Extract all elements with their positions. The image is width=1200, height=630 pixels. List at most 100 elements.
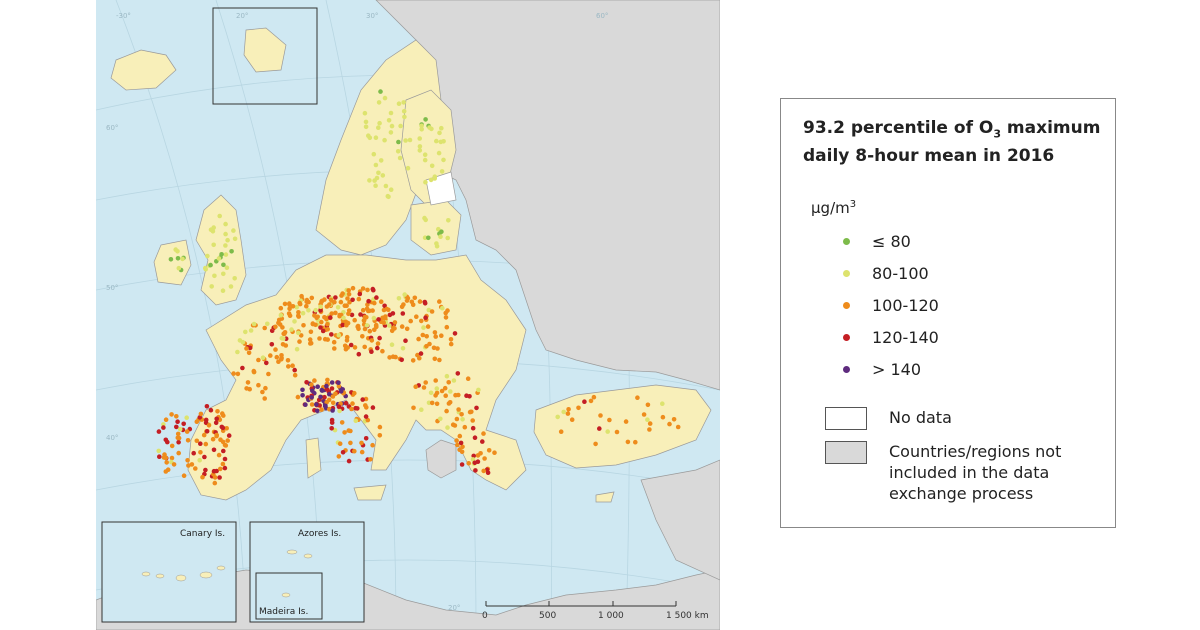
station-dot (202, 454, 207, 460)
station-dot (339, 420, 345, 425)
grid-label: -30° (116, 12, 131, 20)
station-dot (346, 311, 351, 317)
station-dot (191, 450, 196, 456)
sicily (353, 484, 387, 501)
station-dot (217, 475, 222, 480)
station-dot (399, 324, 405, 329)
station-dot (303, 402, 308, 408)
station-dot (396, 296, 402, 301)
station-dot (456, 392, 461, 398)
station-dot (455, 371, 461, 376)
station-dot (431, 345, 437, 351)
station-dot (455, 442, 460, 448)
station-dot (325, 377, 330, 383)
station-dot (213, 420, 219, 426)
azores-inset-label: Azores Is. (298, 529, 341, 539)
station-dot (229, 249, 234, 254)
scale-tick-1000: 1 000 (598, 611, 624, 621)
station-dot (156, 429, 162, 434)
station-dot (286, 364, 291, 369)
station-dot (346, 428, 351, 433)
station-dot (633, 439, 638, 445)
canary-inset-label: Canary Is. (180, 529, 225, 539)
station-dot (427, 341, 432, 347)
station-dot (295, 394, 301, 400)
station-dot (262, 396, 267, 401)
station-dot (256, 357, 261, 363)
station-dot (315, 384, 320, 390)
station-dot (393, 354, 398, 360)
station-dot (329, 380, 335, 385)
station-dot (387, 323, 392, 328)
station-dot (325, 337, 330, 342)
station-dot (208, 227, 214, 232)
station-dot (671, 417, 677, 422)
station-dot (361, 318, 367, 323)
station-dot (225, 438, 230, 443)
station-dot (436, 150, 442, 156)
station-dot (185, 458, 190, 463)
station-dot (189, 462, 195, 467)
station-dot (481, 468, 487, 474)
station-dot (220, 425, 226, 431)
station-dot (194, 419, 200, 425)
station-dot (208, 262, 213, 268)
station-dot (161, 425, 166, 430)
station-dot (451, 378, 457, 383)
station-dot (405, 165, 411, 171)
station-dot (221, 448, 226, 454)
station-dot (445, 308, 450, 313)
station-dot (220, 288, 226, 294)
station-dot (419, 123, 424, 129)
station-dot (372, 300, 377, 306)
legend-class-gt140: > 140 (843, 359, 921, 379)
station-dot (325, 321, 330, 327)
graticule-labels: -30° 20° 30° 60° 60° 50° 40° 20° (106, 12, 608, 612)
station-dot (472, 435, 478, 441)
station-dot (363, 119, 369, 125)
station-dot (422, 235, 428, 240)
station-dot (471, 453, 477, 459)
station-dot (211, 468, 217, 474)
station-dot (429, 126, 434, 132)
station-dot (193, 466, 198, 471)
station-dot (317, 336, 322, 341)
station-dot (214, 416, 219, 422)
station-dot (292, 372, 298, 378)
station-dot (395, 149, 401, 154)
station-dot (231, 228, 236, 233)
station-dot (402, 292, 408, 297)
station-dot (346, 458, 352, 464)
station-dot (417, 355, 422, 361)
station-dot (331, 339, 337, 345)
station-dot (350, 297, 355, 303)
station-dot (296, 313, 301, 319)
station-dot (223, 221, 228, 227)
station-dot (333, 295, 338, 300)
station-dot (360, 286, 366, 291)
station-dot (352, 448, 357, 454)
station-dot (282, 331, 287, 337)
station-dot (325, 327, 330, 332)
station-dot (450, 422, 456, 428)
station-dot (314, 402, 319, 407)
station-dot (218, 466, 223, 472)
station-dot (426, 400, 432, 406)
grid-label: 50° (106, 284, 118, 292)
station-dot (414, 314, 419, 320)
station-dot (184, 415, 189, 421)
station-dot (434, 138, 439, 144)
station-dot (328, 315, 333, 320)
cyprus (595, 491, 615, 503)
station-dot (377, 433, 383, 438)
station-dot (460, 444, 465, 450)
grid-label: 60° (106, 124, 118, 132)
station-dot (315, 408, 320, 414)
station-dot (360, 307, 366, 313)
station-dot (423, 380, 429, 385)
station-dot (376, 100, 382, 105)
station-dot (359, 449, 365, 455)
station-dot (443, 315, 449, 320)
station-dot (304, 380, 309, 385)
station-dot (419, 407, 424, 413)
